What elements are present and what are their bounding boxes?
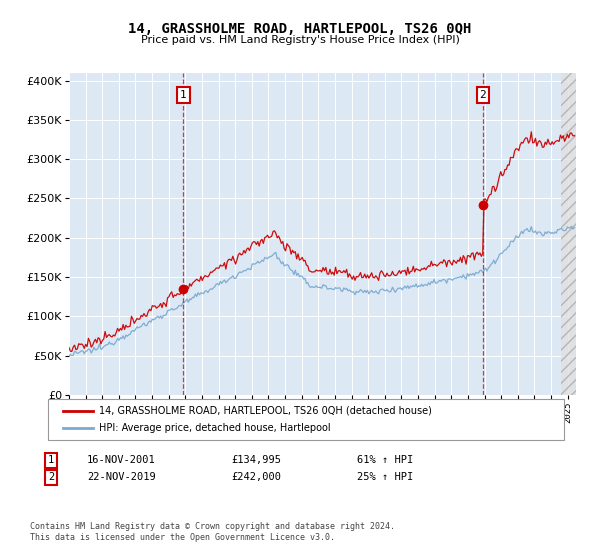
Text: 16-NOV-2001: 16-NOV-2001: [87, 455, 156, 465]
Text: 25% ↑ HPI: 25% ↑ HPI: [357, 472, 413, 482]
Text: 14, GRASSHOLME ROAD, HARTLEPOOL, TS26 0QH (detached house): 14, GRASSHOLME ROAD, HARTLEPOOL, TS26 0Q…: [99, 405, 432, 416]
Text: 1: 1: [48, 455, 54, 465]
Text: 2: 2: [48, 472, 54, 482]
Text: £242,000: £242,000: [231, 472, 281, 482]
Text: 1: 1: [180, 90, 187, 100]
Text: 14, GRASSHOLME ROAD, HARTLEPOOL, TS26 0QH: 14, GRASSHOLME ROAD, HARTLEPOOL, TS26 0Q…: [128, 22, 472, 36]
Text: Contains HM Land Registry data © Crown copyright and database right 2024.: Contains HM Land Registry data © Crown c…: [30, 522, 395, 531]
Bar: [561, 73, 576, 395]
Text: Price paid vs. HM Land Registry's House Price Index (HPI): Price paid vs. HM Land Registry's House …: [140, 35, 460, 45]
Text: 61% ↑ HPI: 61% ↑ HPI: [357, 455, 413, 465]
Text: HPI: Average price, detached house, Hartlepool: HPI: Average price, detached house, Hart…: [99, 423, 331, 433]
Text: 22-NOV-2019: 22-NOV-2019: [87, 472, 156, 482]
Text: This data is licensed under the Open Government Licence v3.0.: This data is licensed under the Open Gov…: [30, 533, 335, 542]
Text: 2: 2: [479, 90, 486, 100]
Text: £134,995: £134,995: [231, 455, 281, 465]
